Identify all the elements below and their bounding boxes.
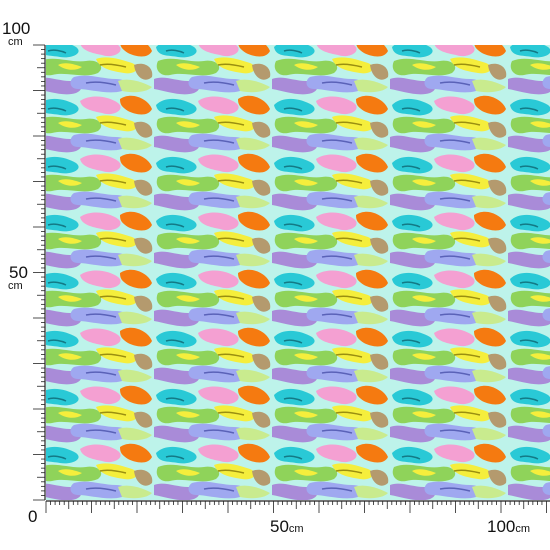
horizontal-ruler-end-label: 100cm — [487, 517, 531, 536]
ruler-origin-label: 0 — [28, 507, 38, 526]
vertical-ruler-mid-value: 50 — [9, 263, 28, 282]
vertical-ruler-top-unit: cm — [8, 36, 23, 48]
horizontal-ruler-mid-label: 50cm — [270, 517, 304, 536]
abstract-camouflage-swirl-pattern — [46, 45, 550, 500]
fabric-pattern-swatch — [46, 45, 550, 500]
vertical-ruler-mid-unit: cm — [8, 280, 23, 292]
vertical-ruler-top-value: 100 — [2, 19, 31, 38]
